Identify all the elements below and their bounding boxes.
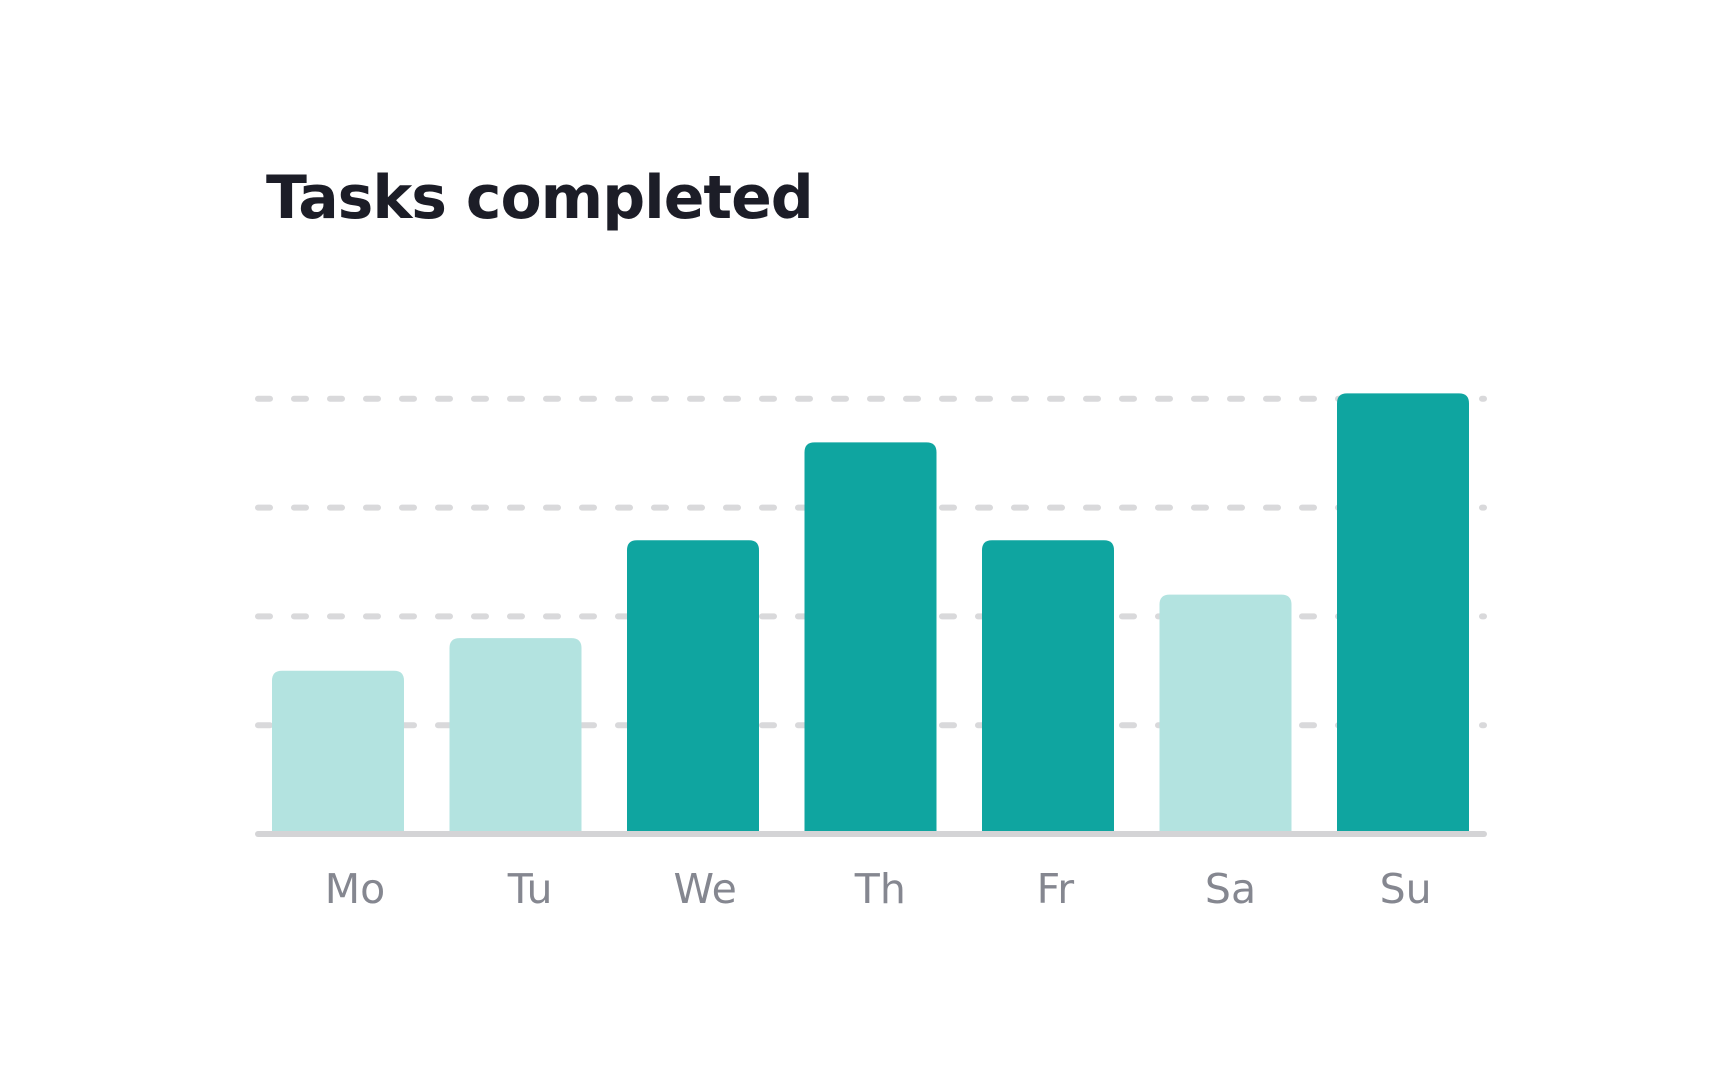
bar-we	[627, 540, 759, 834]
tick-label-fr: Fr	[1037, 865, 1075, 913]
bar-fr	[982, 540, 1114, 834]
bars-layer	[272, 393, 1469, 834]
bar-th	[804, 442, 937, 834]
tick-label-mo: Mo	[325, 865, 385, 913]
bar-tu	[449, 638, 582, 834]
bar-mo	[272, 670, 404, 834]
chart-title: Tasks completed	[266, 163, 814, 233]
bar-su	[1337, 393, 1469, 834]
labels-layer: Mo Tu We Th Fr Sa Su	[325, 865, 1432, 913]
tick-label-su: Su	[1380, 865, 1432, 913]
tick-label-tu: Tu	[507, 865, 553, 913]
bar-sa	[1159, 594, 1292, 834]
tick-label-we: We	[674, 865, 737, 913]
tick-label-sa: Sa	[1205, 865, 1256, 913]
tick-label-th: Th	[854, 865, 906, 913]
